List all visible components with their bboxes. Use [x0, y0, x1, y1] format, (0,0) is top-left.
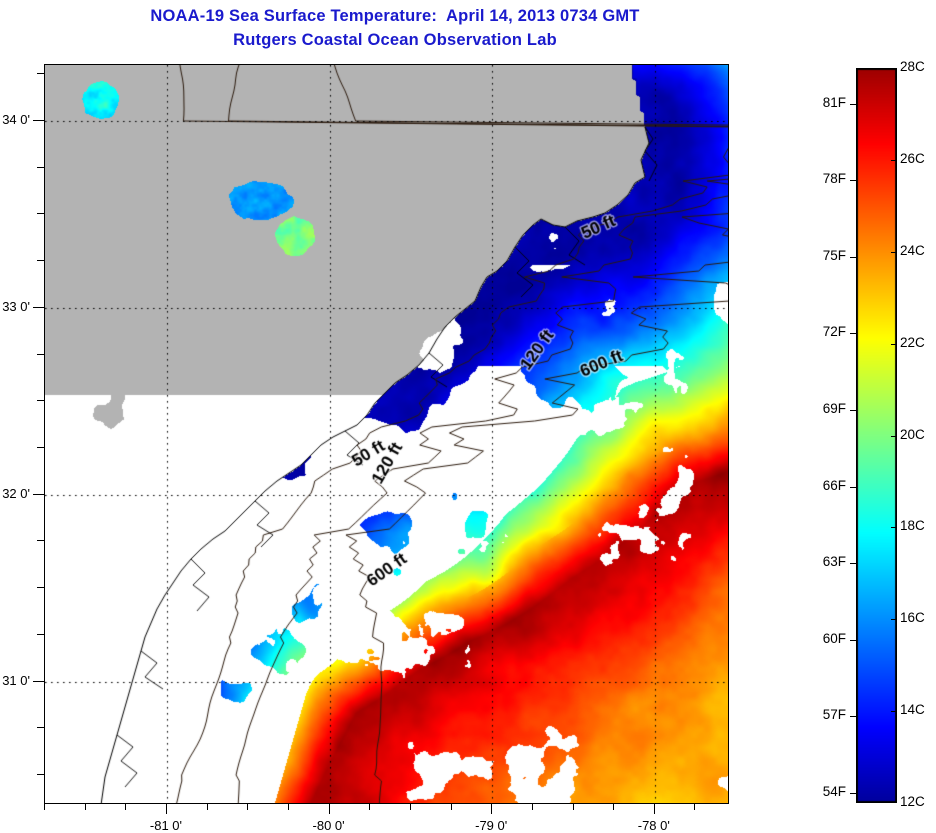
colorbar-tick-c: [891, 159, 897, 161]
lon-tick: [654, 803, 655, 814]
colorbar-tick-f: [850, 486, 856, 488]
chart-title-block: NOAA-19 Sea Surface Temperature: April 1…: [0, 4, 790, 52]
colorbar-label-celsius: 20C: [900, 426, 925, 442]
colorbar-label-fahrenheit: 54F: [822, 783, 846, 799]
colorbar-label-celsius: 22C: [900, 334, 925, 350]
lon-tick: [694, 803, 695, 810]
lat-tick: [37, 260, 44, 261]
colorbar-tick-c: [891, 343, 897, 345]
lat-tick: [37, 354, 44, 355]
lat-tick: [37, 634, 44, 635]
lon-tick: [247, 803, 248, 810]
colorbar-tick-f: [850, 409, 856, 411]
colorbar-label-fahrenheit: 63F: [822, 554, 846, 570]
colorbar-tick-c: [891, 251, 897, 253]
colorbar-tick-f: [850, 716, 856, 718]
colorbar-label-fahrenheit: 81F: [822, 94, 846, 110]
colorbar-tick-c: [891, 527, 897, 529]
colorbar-label-fahrenheit: 60F: [822, 630, 846, 646]
lon-tick: [125, 803, 126, 810]
sst-heatmap-canvas[interactable]: [45, 65, 728, 803]
colorbar-tick-c: [891, 711, 897, 713]
lon-tick: [410, 803, 411, 810]
lat-axis-label: 34 0': [2, 112, 30, 128]
lon-tick: [288, 803, 289, 810]
lat-tick: [37, 73, 44, 74]
lat-tick: [37, 400, 44, 401]
lat-tick: [33, 494, 44, 495]
colorbar-label-celsius: 14C: [900, 702, 925, 718]
lat-tick: [37, 447, 44, 448]
colorbar-label-fahrenheit: 69F: [822, 400, 846, 416]
lat-tick: [37, 727, 44, 728]
lat-tick: [37, 587, 44, 588]
colorbar-label-fahrenheit: 72F: [822, 324, 846, 340]
colorbar-tick-c: [891, 619, 897, 621]
lon-tick: [491, 803, 492, 814]
lon-axis-label: -79 0': [475, 818, 508, 833]
colorbar-label-fahrenheit: 78F: [822, 171, 846, 187]
page-subtitle: Rutgers Coastal Ocean Observation Lab: [233, 31, 557, 49]
colorbar-tick-f: [850, 563, 856, 565]
colorbar-tick-f: [850, 792, 856, 794]
colorbar-tick-f: [850, 256, 856, 258]
lat-axis-label: 31 0': [2, 672, 30, 688]
colorbar-gradient: [856, 68, 897, 803]
lat-tick: [37, 774, 44, 775]
lon-tick: [532, 803, 533, 810]
lon-axis-label: -78 0': [637, 818, 670, 833]
colorbar-label-celsius: 24C: [900, 242, 925, 258]
lon-tick: [85, 803, 86, 810]
lat-tick: [33, 307, 44, 308]
colorbar-label-fahrenheit: 75F: [822, 247, 846, 263]
lon-tick: [573, 803, 574, 810]
lon-axis-label: -81 0': [149, 818, 183, 833]
lon-tick: [44, 803, 45, 810]
lon-tick: [613, 803, 614, 810]
lon-tick: [166, 803, 167, 814]
lon-axis-label: -80 0': [312, 818, 345, 833]
lat-tick: [33, 120, 44, 121]
lat-tick: [37, 167, 44, 168]
colorbar-label-celsius: 26C: [900, 150, 925, 166]
colorbar-label-celsius: 28C: [900, 59, 925, 74]
colorbar-label-fahrenheit: 57F: [822, 707, 846, 723]
colorbar-label-celsius: 16C: [900, 610, 925, 626]
colorbar[interactable]: [856, 68, 897, 803]
colorbar-tick-f: [850, 103, 856, 105]
lon-tick: [329, 803, 330, 814]
lat-tick: [37, 213, 44, 214]
lon-tick: [451, 803, 452, 810]
sst-map[interactable]: [44, 64, 729, 804]
colorbar-tick-f: [850, 639, 856, 641]
lat-axis-label: 33 0': [2, 298, 30, 314]
colorbar-tick-c: [891, 435, 897, 437]
lat-tick: [33, 681, 44, 682]
lat-axis-label: 32 0': [2, 485, 30, 501]
colorbar-tick-f: [850, 333, 856, 335]
colorbar-tick-f: [850, 180, 856, 182]
colorbar-label-celsius: 12C: [900, 794, 925, 809]
colorbar-label-celsius: 18C: [900, 518, 925, 534]
colorbar-label-fahrenheit: 66F: [822, 477, 846, 493]
lat-tick: [37, 540, 44, 541]
lon-tick: [369, 803, 370, 810]
lon-tick: [207, 803, 208, 810]
page-title: NOAA-19 Sea Surface Temperature: April 1…: [150, 7, 640, 25]
